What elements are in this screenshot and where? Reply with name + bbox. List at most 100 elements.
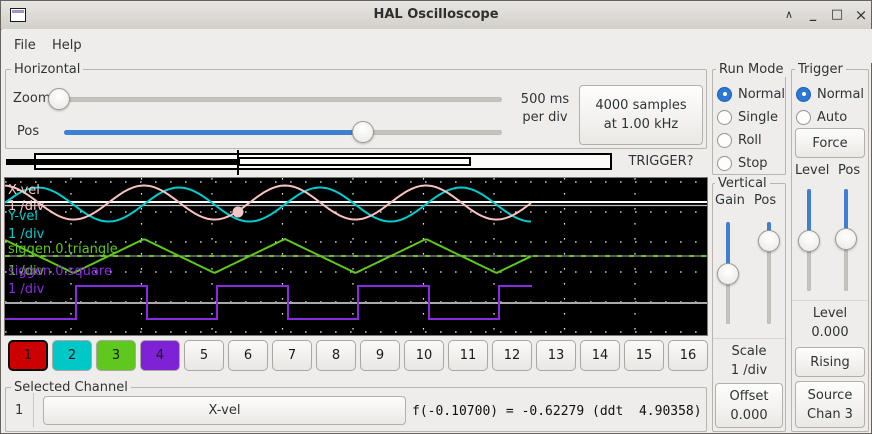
vertical-pos-label: Pos [754,193,777,208]
trigger-level-caption: Level [812,306,848,321]
trigger-pos-slider-thumb[interactable] [835,228,857,250]
menu-help[interactable]: Help [52,38,82,53]
scope-channel-name: Y-vel [7,209,38,224]
force-button[interactable]: Force [795,128,865,158]
record-samples: 4000 samples [595,98,687,113]
radio-single[interactable]: Single [717,108,783,126]
maximize-button[interactable]: □ [830,7,844,22]
channel-button-4[interactable]: 4 [140,340,180,371]
radio-indicator[interactable] [717,109,732,125]
trigger-options: Normal Auto [796,85,866,131]
selected-channel-number: 1 [15,403,24,418]
trigger-status-label: TRIGGER? [628,154,694,169]
radio-label: Normal [817,86,865,102]
channel-button-2[interactable]: 2 [52,340,92,371]
radio-indicator[interactable] [796,109,811,125]
radio-stop[interactable]: Stop [717,154,783,172]
zoom-slider-track[interactable] [51,97,502,102]
trigger-pos-label: Pos [838,163,861,178]
scope-channel-scale: 1 /div [8,264,45,279]
channel-button-7[interactable]: 7 [272,340,312,371]
radio-indicator[interactable] [717,86,732,102]
trigger-pos-slider-fill [844,189,848,239]
scope-channel-name: X-vel [8,183,40,198]
radio-indicator[interactable] [796,86,811,102]
timebase-unit: per div [522,110,568,125]
trigger-level-label: Level [795,163,830,178]
channel-button-5[interactable]: 5 [184,340,224,371]
hpos-slider-thumb[interactable] [352,121,374,143]
channel-button-row: 1 2 3 4 5 6 7 8 9 10 11 12 13 14 15 16 [8,340,708,371]
record-length-button[interactable]: 4000 samples at 1.00 kHz [579,85,703,145]
horizontal-group [5,69,707,149]
vertical-gain-label: Gain [715,193,745,208]
radio-label: Normal [738,86,786,102]
trigger-source-value: Chan 3 [807,406,853,422]
pos-label: Pos [17,124,40,139]
radio-roll[interactable]: Roll [717,131,783,149]
vertical-separator [713,338,785,339]
radio-auto[interactable]: Auto [796,108,866,126]
run-mode-group-label: Run Mode [716,62,787,77]
channel-button-13[interactable]: 13 [536,340,576,371]
radio-normal[interactable]: Normal [796,85,866,103]
trigger-edge-button[interactable]: Rising [795,347,865,377]
scope-channel-scale: 1 /div [8,282,45,297]
radio-label: Roll [738,132,762,148]
trigger-separator [792,300,868,301]
trigger-level-value: 0.000 [811,325,849,340]
channel-button-11[interactable]: 11 [448,340,488,371]
radio-indicator[interactable] [717,155,732,171]
gain-slider-fill [726,222,730,274]
channel-button-15[interactable]: 15 [624,340,664,371]
window-title: HAL Oscilloscope [373,7,499,22]
close-button[interactable]: × [854,6,868,24]
channel-button-1[interactable]: 1 [8,340,48,371]
channel-button-10[interactable]: 10 [404,340,444,371]
trigger-point-marker [232,206,244,218]
radio-normal[interactable]: Normal [717,85,786,103]
channel-button-14[interactable]: 14 [580,340,620,371]
channel-value-readout: f(-0.10700) = -0.62279 (ddt 4.90358) [412,404,702,419]
menu-file[interactable]: File [14,38,36,53]
minimize-button[interactable]: _ [809,7,817,22]
channel-button-9[interactable]: 9 [360,340,400,371]
trigger-level-slider-fill [807,189,811,241]
shade-button[interactable]: ∧ [784,8,794,21]
gain-slider-thumb[interactable] [717,263,739,285]
timebase-value: 500 ms [520,92,570,107]
channel-source-button[interactable]: X-vel [43,396,406,425]
window-icon [10,8,26,22]
vpos-slider-thumb[interactable] [758,230,780,252]
channel-button-3[interactable]: 3 [96,340,136,371]
scope-channel-scale: 1 /div [8,199,45,214]
vpos-slider-track[interactable] [767,222,771,324]
scope-channel-scale: 1 /div [8,227,45,242]
menubar: File Help [2,29,872,63]
trigger-level-slider-thumb[interactable] [798,230,820,252]
selected-channel-group [5,387,707,432]
trigger-source-button[interactable]: Source Chan 3 [795,381,865,428]
offset-button-caption: Offset [729,388,769,404]
horizontal-group-label: Horizontal [11,62,84,77]
channel-button-16[interactable]: 16 [668,340,708,371]
channel-button-6[interactable]: 6 [228,340,268,371]
hpos-slider-fill [64,130,363,135]
radio-label: Auto [817,109,848,125]
channel-source-label: X-vel [208,403,241,418]
radio-indicator[interactable] [717,132,732,148]
trigger-position-marker[interactable] [237,150,239,175]
channel-button-12[interactable]: 12 [492,340,532,371]
trigger-edge-label: Rising [810,354,850,370]
channel-button-8[interactable]: 8 [316,340,356,371]
selected-channel-group-label: Selected Channel [11,380,131,395]
offset-button[interactable]: Offset 0.000 [715,383,783,428]
zoom-slider-thumb[interactable] [48,88,70,110]
record-rate: at 1.00 kHz [603,117,679,132]
scope-display[interactable]: X-vel 1 /div Y-vel 1 /div siggen.0.triangle 1… [4,177,708,336]
force-button-label: Force [812,135,848,151]
selected-channel-divider [33,393,34,427]
trigger-source-caption: Source [807,387,853,403]
